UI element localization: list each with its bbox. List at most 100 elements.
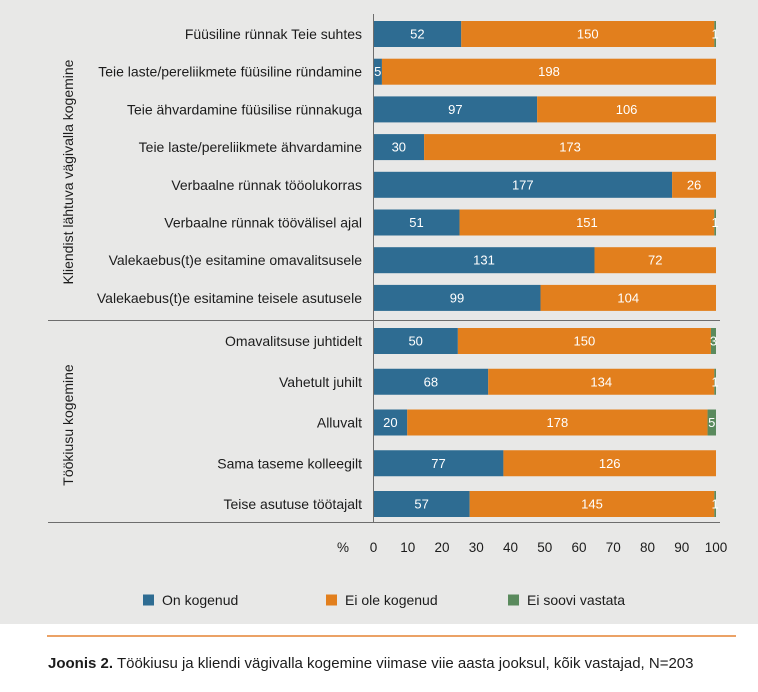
value-label: 1 — [712, 27, 719, 42]
value-label: 134 — [590, 374, 612, 389]
bar-segment-on-kogenud — [373, 96, 538, 123]
value-label: 1 — [712, 374, 719, 389]
bar-segment-on-kogenud — [373, 247, 595, 274]
bar-segment-on-kogenud — [373, 209, 460, 236]
bar-segment-ei-ole-kogenud — [461, 21, 715, 47]
bar-segment-ei-ole-kogenud — [488, 368, 715, 395]
bar-segment-ei-ole-kogenud — [594, 247, 716, 274]
value-label: 5 — [708, 415, 715, 430]
value-label: 50 — [408, 334, 422, 349]
bar-segment-on-kogenud — [373, 171, 673, 198]
value-label: 68 — [424, 374, 438, 389]
category-label: Teie laste/pereliikmete ähvardamine — [139, 139, 363, 155]
chart-background — [0, 0, 758, 624]
bar-segment-ei-ole-kogenud — [540, 284, 716, 311]
category-label: Teie ähvardamine füüsilise rünnakuga — [127, 101, 362, 117]
value-label: 97 — [448, 102, 462, 117]
category-label: Verbaalne rünnak töövälisel ajal — [164, 215, 362, 231]
group-label: Kliendist lähtuva vägivalla kogemine — [60, 59, 76, 284]
value-label: 1 — [712, 497, 719, 512]
legend-label: On kogenud — [162, 592, 238, 608]
bar-segment-ei-ole-kogenud — [672, 171, 716, 198]
category-label: Verbaalne rünnak tööolukorras — [171, 177, 362, 193]
bar-segment-on-kogenud — [373, 284, 541, 311]
bar-segment-on-kogenud — [373, 491, 470, 517]
value-label: 177 — [512, 177, 534, 192]
bar-segment-ei-ole-kogenud — [503, 450, 716, 477]
bar-segment-ei-soovi-vastata — [714, 368, 716, 395]
bar-segment-ei-ole-kogenud — [424, 134, 716, 161]
bar-segment-ei-soovi-vastata — [714, 491, 716, 517]
tick-label: 90 — [674, 540, 689, 555]
bar-segment-ei-ole-kogenud — [457, 328, 711, 354]
tick-label: 60 — [571, 540, 586, 555]
bar-segment-on-kogenud — [373, 409, 408, 436]
value-label: 3 — [710, 334, 717, 349]
value-label: 26 — [687, 177, 701, 192]
bar-segment-ei-ole-kogenud — [459, 209, 715, 236]
group-label: Töökiusu kogemine — [60, 364, 76, 486]
category-label: Omavalitsuse juhtidelt — [225, 333, 362, 349]
figure-caption: Joonis 2. Töökiusu ja kliendi vägivalla … — [48, 655, 694, 673]
value-label: 77 — [431, 456, 445, 471]
bar-segment-on-kogenud — [373, 134, 425, 161]
category-label: Sama taseme kolleegilt — [217, 455, 362, 471]
tick-label: 0 — [370, 540, 378, 555]
x-axis-unit-label: % — [337, 540, 349, 555]
bar-segment-ei-soovi-vastata — [710, 328, 716, 354]
legend-label: Ei soovi vastata — [527, 592, 625, 608]
tick-label: 80 — [640, 540, 655, 555]
value-label: 126 — [599, 456, 621, 471]
legend-label: Ei ole kogenud — [345, 592, 438, 608]
value-label: 173 — [559, 140, 581, 155]
category-label: Valekaebus(t)e esitamine teisele asutuse… — [97, 290, 362, 306]
bar-segment-ei-soovi-vastata — [707, 409, 716, 436]
bar-segment-ei-soovi-vastata — [714, 21, 716, 47]
value-label: 20 — [383, 415, 397, 430]
value-label: 99 — [450, 290, 464, 305]
bar-segment-on-kogenud — [373, 450, 504, 477]
value-label: 150 — [574, 334, 596, 349]
category-label: Vahetult juhilt — [279, 374, 362, 390]
value-label: 30 — [392, 140, 406, 155]
value-label: 150 — [577, 27, 599, 42]
value-label: 145 — [581, 497, 603, 512]
value-label: 131 — [473, 253, 495, 268]
tick-label: 50 — [537, 540, 552, 555]
tick-label: 10 — [400, 540, 415, 555]
value-label: 198 — [538, 64, 560, 79]
tick-label: 30 — [469, 540, 484, 555]
category-label: Teise asutuse töötajalt — [223, 496, 362, 512]
value-label: 72 — [648, 253, 662, 268]
category-label: Füüsiline rünnak Teie suhtes — [185, 26, 362, 42]
tick-label: 20 — [434, 540, 449, 555]
bar-segment-ei-ole-kogenud — [407, 409, 708, 436]
value-label: 104 — [617, 290, 639, 305]
tick-label: 100 — [705, 540, 728, 555]
figure-number: Joonis 2. — [48, 655, 114, 672]
value-label: 106 — [616, 102, 638, 117]
legend-swatch-on-kogenud — [143, 594, 154, 606]
category-label: Valekaebus(t)e esitamine omavalitsusele — [109, 252, 363, 268]
value-label: 5 — [374, 64, 381, 79]
value-label: 51 — [409, 215, 423, 230]
category-label: Teie laste/pereliikmete füüsiline ründam… — [98, 64, 362, 80]
bar-segment-on-kogenud — [373, 328, 458, 354]
bar-segment-ei-soovi-vastata — [714, 209, 716, 236]
chart-marks: Kliendist lähtuva vägivalla kogemine Füüs… — [60, 21, 727, 608]
bar-segment-on-kogenud — [373, 21, 462, 47]
value-label: 1 — [712, 215, 719, 230]
bar-segment-ei-ole-kogenud — [381, 58, 716, 85]
legend-swatch-ei-soovi-vastata — [508, 594, 519, 606]
bar-segment-ei-ole-kogenud — [537, 96, 716, 123]
bar-segment-ei-ole-kogenud — [469, 491, 715, 517]
category-label: Alluvalt — [317, 415, 362, 431]
bar-segment-on-kogenud — [373, 368, 489, 395]
value-label: 178 — [547, 415, 569, 430]
tick-label: 40 — [503, 540, 518, 555]
figure-caption-text: Töökiusu ja kliendi vägivalla kogemine v… — [116, 655, 694, 672]
value-label: 52 — [410, 27, 424, 42]
value-label: 151 — [576, 215, 598, 230]
legend-swatch-ei-ole-kogenud — [326, 594, 337, 606]
